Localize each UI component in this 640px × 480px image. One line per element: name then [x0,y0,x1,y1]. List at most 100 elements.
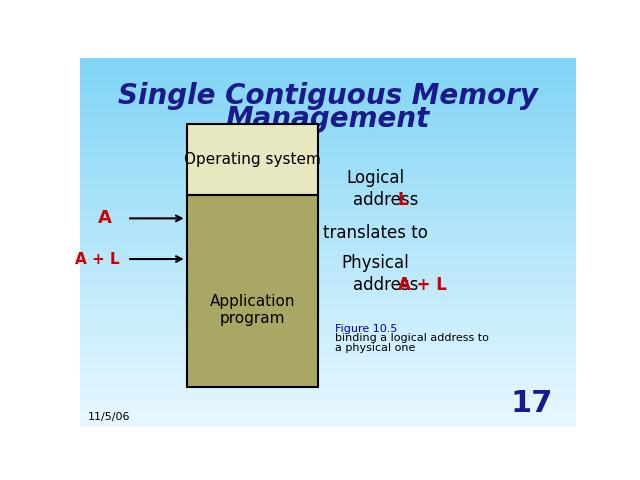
Text: Figure 10.5: Figure 10.5 [335,324,398,334]
Bar [80,296,576,298]
Bar [80,305,576,307]
Bar [80,386,576,388]
Bar [80,314,576,316]
Bar [80,93,576,95]
Bar [80,412,576,414]
Bar [80,357,576,359]
Bar [80,106,576,108]
Bar [80,266,576,268]
Bar [80,237,576,239]
Bar [80,235,576,237]
Bar [80,189,576,191]
Bar [80,416,576,418]
Bar [80,198,576,200]
Bar [80,120,576,122]
Bar [80,322,576,324]
FancyBboxPatch shape [187,195,318,386]
Bar [80,277,576,279]
Bar [80,279,576,281]
Bar [80,170,576,172]
Bar [80,143,576,144]
Bar [80,381,576,383]
Bar [80,298,576,300]
Bar [80,228,576,229]
Bar [80,292,576,294]
Bar [80,410,576,412]
Bar [80,178,576,180]
Bar [80,119,576,120]
Bar [80,117,576,119]
Bar [80,113,576,115]
Bar [80,335,576,336]
Bar [80,207,576,209]
Bar [80,409,576,410]
Bar [80,401,576,403]
Bar [80,242,576,244]
Bar [80,80,576,82]
Bar [80,340,576,342]
Bar [80,281,576,283]
Bar [80,216,576,218]
FancyBboxPatch shape [187,124,318,195]
Text: address: address [353,276,424,294]
Bar [80,72,576,74]
Bar [80,95,576,96]
Bar [80,132,576,133]
Bar [80,329,576,331]
Bar [80,392,576,394]
Bar [80,307,576,309]
Bar [80,377,576,379]
Bar [80,231,576,233]
Bar [80,342,576,344]
Bar [80,423,576,425]
Bar [80,324,576,325]
Bar [80,372,576,373]
Bar [80,283,576,285]
Bar [80,303,576,305]
Bar [80,150,576,152]
Bar [80,133,576,135]
Bar [80,180,576,181]
Bar [80,318,576,320]
Bar [80,399,576,401]
Bar [80,407,576,409]
Bar [80,89,576,91]
Bar [80,172,576,174]
Bar [80,252,576,253]
Bar [80,287,576,288]
Bar [80,69,576,71]
Bar [80,311,576,312]
Bar [80,239,576,240]
Bar [80,74,576,76]
Bar [80,154,576,156]
Bar [80,327,576,329]
Bar [80,360,576,362]
Bar [80,379,576,381]
Bar [80,102,576,104]
Bar [80,420,576,421]
Bar [80,135,576,137]
Bar [80,61,576,63]
Bar [80,375,576,377]
Text: Physical: Physical [341,254,409,272]
Bar [80,383,576,384]
Bar [80,233,576,235]
Bar [80,250,576,252]
Bar [80,146,576,148]
Bar [80,218,576,220]
Bar [80,85,576,87]
Bar [80,425,576,427]
Bar [80,397,576,399]
Bar [80,196,576,198]
Bar [80,84,576,85]
Bar [80,202,576,204]
Bar [80,137,576,139]
Bar [80,368,576,370]
Bar [80,76,576,78]
Bar [80,191,576,192]
Bar [80,67,576,69]
Bar [80,192,576,194]
Text: 11/5/06: 11/5/06 [88,412,130,421]
Bar [80,394,576,396]
Bar [80,152,576,154]
